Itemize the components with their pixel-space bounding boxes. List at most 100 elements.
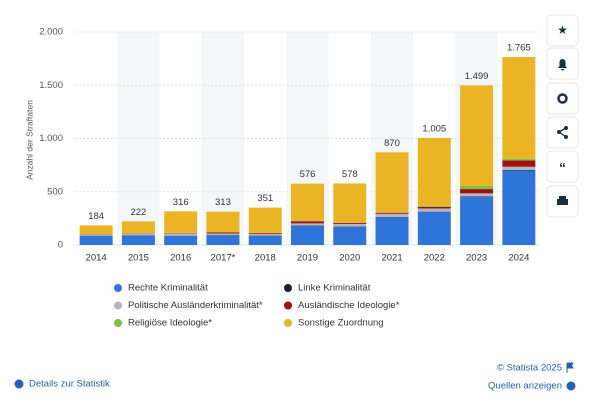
legend-swatch — [114, 284, 122, 292]
bar-segment — [502, 159, 535, 161]
quote-icon: “ — [559, 160, 566, 176]
print-icon — [559, 196, 566, 199]
bar-segment — [502, 57, 535, 159]
bar-segment — [122, 221, 155, 233]
bar-segment — [460, 189, 493, 193]
legend-label: Ausländische Ideologie* — [298, 300, 400, 311]
bar-segment — [291, 221, 324, 223]
bar-segment — [122, 235, 155, 245]
copyright: © Statista 2025 — [497, 363, 562, 374]
bar-segment — [333, 183, 366, 222]
bar-segment — [502, 170, 535, 245]
bar-segment — [418, 212, 451, 245]
y-axis-label: Anzahl der Straftaten — [24, 100, 34, 180]
bar-segment — [333, 224, 366, 227]
bar-segment — [333, 227, 366, 245]
bar-segment — [164, 236, 197, 245]
bar-segment — [376, 212, 409, 213]
bar-segment — [376, 213, 409, 214]
bar-segment — [80, 236, 113, 245]
details-link[interactable]: Details zur Statistik — [29, 379, 110, 390]
total-label: 351 — [257, 193, 273, 204]
bar-segment — [460, 85, 493, 186]
bar-segment — [333, 222, 366, 223]
sources-link[interactable]: Quellen anzeigen — [488, 381, 562, 392]
total-label: 1.005 — [422, 123, 446, 134]
bar-segment — [249, 236, 282, 245]
info-icon — [567, 382, 576, 391]
y-tick-label: 1.500 — [39, 80, 63, 91]
bar-segment — [80, 225, 113, 234]
x-tick-label: 2023 — [466, 253, 487, 264]
total-label: 576 — [300, 169, 316, 180]
bar-segment — [418, 207, 451, 209]
x-tick-label: 2016 — [170, 253, 191, 264]
bar-segment — [291, 223, 324, 225]
total-label: 316 — [173, 197, 189, 208]
x-tick-label: 2022 — [424, 253, 445, 264]
bar-segment — [502, 170, 535, 171]
bar-segment — [206, 233, 239, 235]
bar-segment — [460, 197, 493, 198]
x-tick-label: 2015 — [128, 253, 149, 264]
legend-swatch — [114, 302, 122, 310]
bar-segment — [249, 233, 282, 234]
bar-segment — [206, 212, 239, 232]
bar-segment — [460, 186, 493, 189]
bar-segment — [376, 214, 409, 217]
share-button[interactable] — [547, 117, 578, 148]
bar-segment — [206, 235, 239, 245]
settings-button[interactable] — [547, 83, 578, 114]
bar-segment — [418, 208, 451, 211]
bar-segment — [122, 234, 155, 235]
legend-swatch — [284, 284, 292, 292]
bar-segment — [333, 223, 366, 224]
share-dot — [564, 126, 568, 130]
total-label: 313 — [215, 197, 231, 208]
bar-segment — [291, 184, 324, 221]
total-label: 222 — [130, 207, 146, 218]
bar-segment — [291, 226, 324, 245]
y-tick-label: 500 — [47, 186, 63, 197]
bar-segment — [502, 160, 535, 166]
bar-segment — [291, 221, 324, 222]
bar-segment — [249, 208, 282, 233]
bar-segment — [502, 167, 535, 170]
total-label: 1.499 — [465, 71, 489, 82]
legend-label: Sonstige Zuordnung — [298, 318, 384, 329]
legend-swatch — [284, 319, 292, 327]
y-tick-label: 2.000 — [39, 27, 63, 38]
x-tick-label: 2020 — [339, 253, 360, 264]
total-label: 184 — [88, 211, 104, 222]
x-tick-label: 2014 — [86, 253, 107, 264]
bar-segment — [164, 234, 197, 236]
x-tick-label: 2019 — [297, 253, 318, 264]
bar-segment — [376, 217, 409, 245]
x-tick-label: 2024 — [508, 253, 529, 264]
x-tick-label: 2017* — [211, 253, 236, 264]
total-label: 870 — [384, 138, 400, 149]
share-dot — [557, 130, 561, 134]
bar-segment — [164, 211, 197, 233]
legend-swatch — [114, 319, 122, 327]
bar-segment — [418, 138, 451, 206]
bar-segment — [418, 206, 451, 207]
bar-segment — [80, 235, 113, 236]
legend-label: Rechte Kriminalität — [128, 283, 208, 294]
bar-segment — [460, 193, 493, 196]
legend-swatch — [284, 302, 292, 310]
star-icon: ★ — [557, 23, 568, 37]
total-label: 578 — [342, 169, 358, 180]
bar-segment — [376, 152, 409, 212]
y-tick-label: 0 — [58, 240, 63, 251]
info-icon — [15, 380, 24, 389]
share-dot — [564, 135, 568, 139]
x-tick-label: 2021 — [381, 253, 402, 264]
x-tick-label: 2018 — [255, 253, 276, 264]
bar-segment — [249, 234, 282, 236]
bar-segment — [460, 197, 493, 245]
total-label: 1.765 — [507, 43, 531, 54]
bar-segment — [206, 232, 239, 233]
print-icon — [557, 199, 568, 205]
